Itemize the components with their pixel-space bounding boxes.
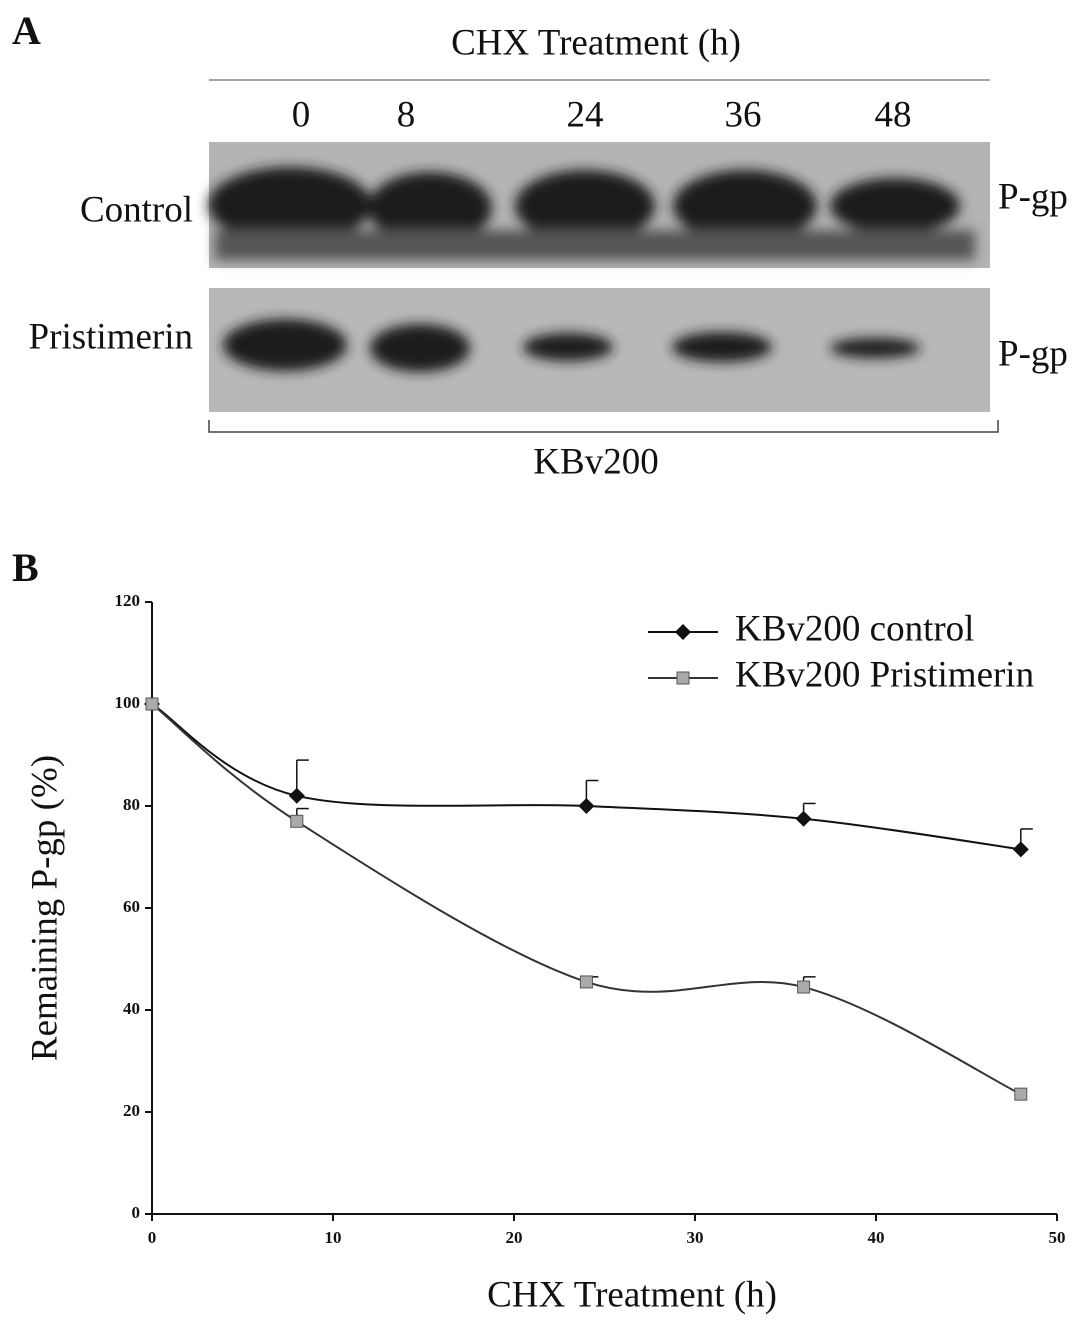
legend-marker bbox=[676, 671, 690, 685]
row-label: Pristimerin bbox=[29, 316, 193, 357]
x-tick-label: 50 bbox=[1049, 1228, 1066, 1247]
lane-label: 0 bbox=[292, 94, 311, 135]
blot-title: CHX Treatment (h) bbox=[451, 22, 741, 63]
row-label: Control bbox=[80, 189, 193, 230]
band-label: P-gp bbox=[998, 333, 1068, 374]
blot-control bbox=[208, 142, 990, 268]
legend-label: KBv200 control bbox=[735, 608, 974, 649]
y-axis-label: Remaining P-gp (%) bbox=[24, 755, 65, 1061]
legend-label: KBv200 Pristimerin bbox=[735, 654, 1034, 695]
marker bbox=[1014, 1087, 1028, 1101]
marker bbox=[288, 787, 305, 804]
lane-label: 8 bbox=[397, 94, 416, 135]
x-tick-label: 40 bbox=[868, 1228, 885, 1247]
band-label: P-gp bbox=[998, 176, 1068, 217]
marker bbox=[797, 980, 811, 994]
y-tick-label: 40 bbox=[123, 999, 140, 1018]
marker bbox=[145, 697, 159, 711]
bracket bbox=[208, 420, 999, 433]
y-tick-label: 100 bbox=[115, 693, 141, 712]
x-tick-label: 0 bbox=[148, 1228, 157, 1247]
panel-label: B bbox=[12, 545, 39, 590]
y-tick-label: 80 bbox=[123, 795, 140, 814]
marker bbox=[579, 975, 593, 989]
blot-pristimerin bbox=[209, 288, 990, 412]
x-axis-label: CHX Treatment (h) bbox=[487, 1274, 777, 1315]
cell-line-label: KBv200 bbox=[533, 441, 658, 482]
lane-label: 48 bbox=[875, 94, 912, 135]
series-line bbox=[151, 703, 1022, 1096]
marker bbox=[290, 814, 304, 828]
y-tick-label: 60 bbox=[123, 897, 140, 916]
x-tick-label: 30 bbox=[687, 1228, 704, 1247]
legend-marker bbox=[675, 624, 691, 640]
y-tick-label: 20 bbox=[123, 1101, 140, 1120]
marker bbox=[578, 798, 595, 814]
x-tick-label: 20 bbox=[506, 1228, 523, 1247]
y-tick-label: 120 bbox=[115, 591, 141, 610]
lane-label: 24 bbox=[567, 94, 604, 135]
y-tick-label: 0 bbox=[132, 1203, 141, 1222]
marker bbox=[795, 810, 812, 827]
marker bbox=[1012, 841, 1029, 858]
series-line bbox=[151, 703, 1021, 851]
lane-label: 36 bbox=[725, 94, 762, 135]
panel-label: A bbox=[12, 8, 41, 53]
x-tick-label: 10 bbox=[325, 1228, 342, 1247]
